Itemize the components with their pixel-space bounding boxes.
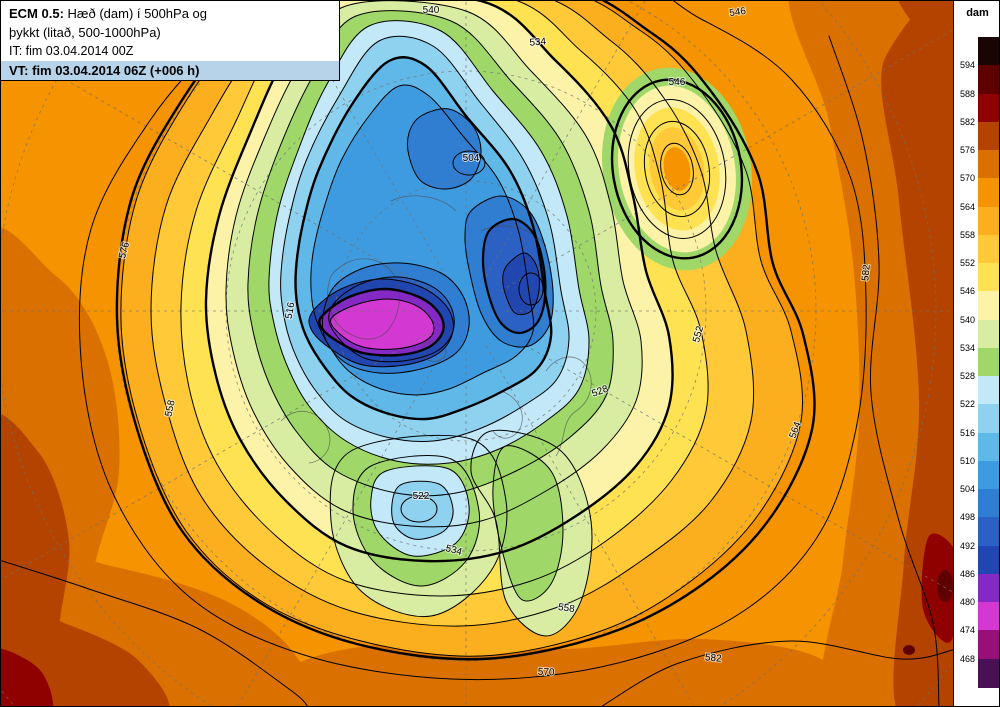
model-label: ECM 0.5:	[9, 6, 64, 21]
legend-value: 528	[959, 371, 975, 382]
contour-label: 558	[557, 602, 575, 615]
legend-swatch	[978, 460, 999, 490]
legend-swatch	[978, 545, 999, 575]
legend-value: 558	[959, 229, 975, 240]
contour-label: 558	[163, 399, 177, 418]
chart-title-part1: Hæð (dam) í 500hPa og	[67, 6, 207, 21]
legend-swatch	[978, 93, 999, 123]
legend-swatch	[978, 432, 999, 462]
legend-value: 588	[959, 88, 975, 99]
legend-swatch	[978, 150, 999, 179]
contour-label: 546	[669, 77, 686, 88]
legend-value: 552	[959, 258, 975, 269]
legend-swatch	[978, 263, 999, 292]
legend-swatch	[978, 37, 999, 66]
contour-label: 522	[413, 491, 430, 502]
legend-swatch	[978, 178, 999, 208]
legend-value: 504	[959, 484, 975, 495]
legend-colorbar: dam 594 588 582 576 570 564 558 552 546 540 534 528…	[953, 1, 999, 706]
legend-swatch	[978, 658, 999, 688]
init-time: IT: fim 03.04.2014 00Z	[9, 44, 134, 58]
contour-label: 534	[529, 36, 547, 48]
legend-swatch	[978, 121, 999, 151]
legend-swatch	[978, 404, 999, 434]
legend-value: 540	[959, 314, 975, 325]
valid-time: VT: fim 03.04.2014 06Z (+006 h)	[1, 61, 339, 80]
legend-swatch	[978, 65, 999, 95]
contour-label: 582	[860, 264, 872, 282]
legend-value: 564	[959, 201, 975, 212]
legend-value: 570	[959, 173, 975, 184]
legend-value: 594	[959, 60, 975, 71]
legend-value: 534	[959, 342, 975, 353]
legend-swatch	[978, 602, 999, 632]
legend-swatch	[978, 234, 999, 264]
legend-swatch	[978, 319, 999, 349]
legend-unit-label: dam	[966, 7, 989, 19]
legend-value: 582	[959, 116, 975, 127]
legend-value: 474	[959, 625, 975, 636]
height-contours	[1, 1, 953, 706]
legend-value: 486	[959, 568, 975, 579]
legend-swatch	[978, 347, 999, 377]
legend-value: 522	[959, 399, 975, 410]
contour-label: 516	[284, 301, 298, 320]
contour-label: 504	[463, 153, 480, 164]
chart-title-part2: þykkt (litað, 500-1000hPa)	[9, 25, 161, 40]
legend-value: 576	[959, 145, 975, 156]
legend-value: 492	[959, 540, 975, 551]
thickness-fill-layers	[1, 1, 953, 706]
legend-value: 546	[959, 286, 975, 297]
legend-value: 510	[959, 455, 975, 466]
chart-info-box: ECM 0.5: Hæð (dam) í 500hPa og þykkt (li…	[1, 1, 340, 81]
legend-value: 516	[959, 427, 975, 438]
legend-value: 468	[959, 653, 975, 664]
legend-swatch	[978, 206, 999, 236]
legend-swatch	[978, 376, 999, 405]
legend-swatch	[978, 291, 999, 321]
contour-label: 546	[729, 6, 747, 19]
legend-swatch	[978, 630, 999, 660]
legend-swatch	[978, 517, 999, 547]
contour-label: 570	[538, 667, 556, 679]
legend-swatch	[978, 489, 999, 519]
legend-value: 480	[959, 597, 975, 608]
legend-value: 498	[959, 512, 975, 523]
legend-swatch	[978, 573, 999, 603]
contour-label: 582	[704, 652, 722, 664]
contour-label: 540	[423, 5, 440, 16]
weather-map: 5345465465585585705825825765645525405285…	[1, 1, 953, 706]
